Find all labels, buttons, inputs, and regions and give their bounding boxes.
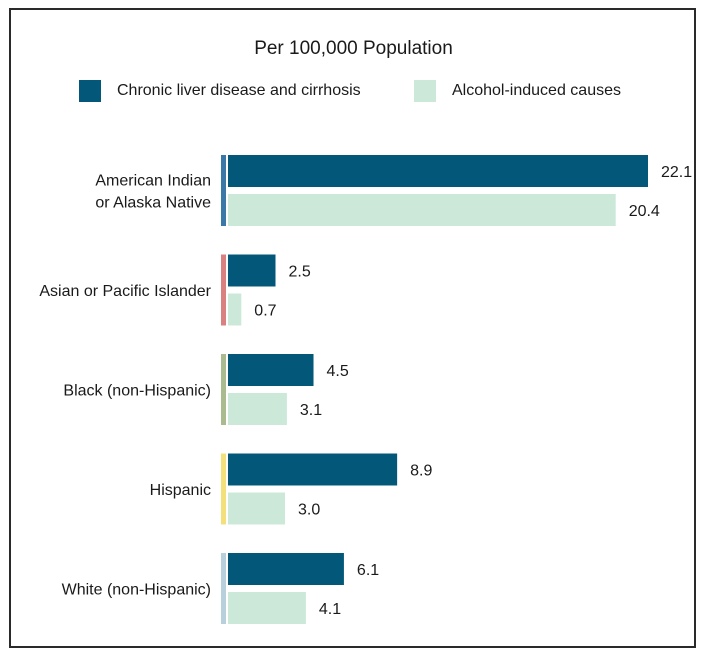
category-label-0-1: or Alaska Native bbox=[95, 195, 211, 212]
bar-series0-cat4 bbox=[228, 553, 344, 585]
legend-label-chronic-liver: Chronic liver disease and cirrhosis bbox=[117, 82, 361, 99]
chart-frame bbox=[9, 8, 696, 648]
bar-series0-cat0 bbox=[228, 155, 648, 187]
bar-series0-cat1 bbox=[228, 254, 276, 287]
value-label-series0-cat4: 6.1 bbox=[357, 562, 379, 579]
bar-series0-cat2 bbox=[228, 354, 314, 386]
chart-title: Per 100,000 Population bbox=[254, 38, 453, 59]
category-strip-1 bbox=[221, 254, 226, 326]
legend-swatch-alcohol-induced bbox=[414, 80, 436, 102]
value-label-series1-cat3: 3.0 bbox=[298, 502, 320, 519]
legend-swatch-chronic-liver bbox=[79, 80, 101, 102]
category-strip-3 bbox=[221, 453, 226, 525]
value-label-series1-cat0: 20.4 bbox=[629, 203, 660, 220]
value-label-series0-cat1: 2.5 bbox=[289, 264, 311, 281]
category-label-0-0: American Indian bbox=[95, 173, 211, 190]
category-label-3-0: Hispanic bbox=[150, 482, 211, 499]
bar-series1-cat2 bbox=[228, 393, 287, 425]
value-label-series1-cat2: 3.1 bbox=[300, 402, 322, 419]
legend-item-alcohol-induced: Alcohol-induced causes bbox=[414, 80, 621, 102]
bar-series1-cat4 bbox=[228, 592, 306, 624]
bar-series0-cat3 bbox=[228, 453, 398, 486]
category-strip-2 bbox=[221, 354, 226, 425]
category-label-2-0: Black (non-Hispanic) bbox=[63, 383, 211, 400]
category-label-4-0: White (non-Hispanic) bbox=[62, 582, 211, 599]
value-label-series0-cat0: 22.1 bbox=[661, 164, 692, 181]
value-label-series0-cat3: 8.9 bbox=[410, 463, 432, 480]
bar-series1-cat1 bbox=[228, 293, 242, 326]
value-label-series1-cat4: 4.1 bbox=[319, 601, 341, 618]
category-label-1-0: Asian or Pacific Islander bbox=[39, 283, 211, 300]
bar-series1-cat0 bbox=[228, 194, 616, 226]
category-strip-4 bbox=[221, 553, 226, 624]
value-label-series0-cat2: 4.5 bbox=[327, 363, 349, 380]
legend-item-chronic-liver: Chronic liver disease and cirrhosis bbox=[79, 80, 361, 102]
bar-series1-cat3 bbox=[228, 492, 286, 525]
category-strip-0 bbox=[221, 155, 226, 226]
legend-label-alcohol-induced: Alcohol-induced causes bbox=[452, 82, 621, 99]
value-label-series1-cat1: 0.7 bbox=[254, 303, 276, 320]
